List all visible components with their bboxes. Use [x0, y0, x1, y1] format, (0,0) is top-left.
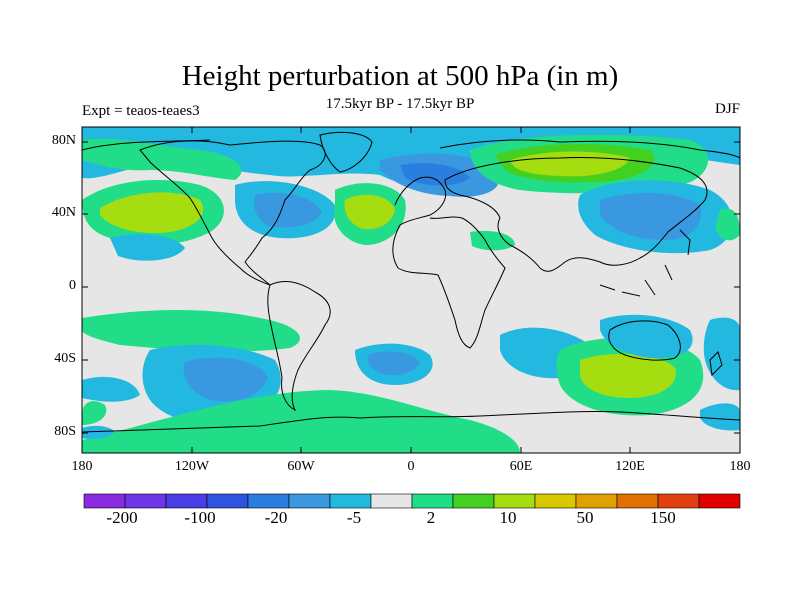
colorbar-swatch-7 [329, 493, 372, 509]
colorbar-label-8: 150 [650, 508, 676, 527]
colorbar-swatch-15 [657, 493, 700, 509]
colorbar-swatch-14 [616, 493, 659, 509]
contour-blue-east-edge [703, 317, 740, 391]
x-label-60w: 60W [287, 459, 315, 474]
plot-subtitle: 17.5kyr BP - 17.5kyr BP [325, 96, 475, 112]
colorbar-swatch-8 [370, 493, 413, 509]
coastlines [82, 131, 740, 433]
coast-islands [599, 229, 691, 297]
coast-antarctica [82, 410, 740, 433]
y-label-40n: 40N [51, 205, 76, 220]
contour-green-north-pacific [82, 138, 242, 180]
colorbar-swatch-10 [452, 493, 495, 509]
colorbar-swatch-11 [493, 493, 536, 509]
colorbar-label-6: 10 [499, 508, 517, 527]
colorbar-swatch-1 [83, 493, 126, 509]
colorbar-label-3: -20 [264, 508, 288, 527]
y-label-0: 0 [69, 278, 76, 293]
x-tick-marks [81, 127, 741, 453]
contour-blue-atlantic-core [400, 163, 470, 186]
contour-green-west-edge [82, 401, 107, 425]
x-label-120e: 120E [615, 459, 645, 474]
colorbar-swatch-6 [288, 493, 331, 509]
coast-new-zealand [709, 351, 723, 377]
contour-blue-southwest [82, 425, 115, 440]
coast-north-america [139, 140, 326, 286]
colorbar-swatch-13 [575, 493, 618, 509]
season-label: DJF [714, 101, 740, 117]
contour-yellow-atlantic [344, 194, 395, 230]
colorbar-label-4: -5 [346, 508, 362, 527]
experiment-label: Expt = teaos-teaes3 [82, 103, 200, 119]
y-label-80s: 80S [54, 424, 76, 439]
colorbar-label-1: -200 [106, 508, 138, 527]
x-label-180-left: 180 [71, 459, 93, 474]
coast-south-america [267, 281, 331, 412]
colorbar-label-2: -100 [184, 508, 216, 527]
contour-blue-west-edge [82, 376, 140, 402]
coast-asia [444, 156, 708, 272]
colorbar-swatch-2 [124, 493, 167, 509]
colorbar [83, 493, 741, 509]
contour-yellow-indian [580, 353, 676, 398]
coast-europe-africa [392, 176, 506, 349]
y-tick-marks [82, 141, 740, 434]
x-label-180-right: 180 [729, 459, 751, 474]
y-label-80n: 80N [51, 133, 76, 148]
contour-green-east [715, 208, 740, 241]
contour-green-south-pacific [82, 310, 300, 352]
colorbar-swatch-16 [698, 493, 741, 509]
x-label-60e: 60E [509, 459, 533, 474]
coast-greenland [319, 131, 373, 173]
contour-blue-namerica-core [253, 192, 322, 228]
contour-blue-southeast [700, 403, 740, 431]
x-label-0: 0 [407, 459, 415, 474]
colorbar-swatch-4 [206, 493, 249, 509]
colorbar-swatch-9 [411, 493, 454, 509]
contour-yellow-pacific [100, 192, 204, 234]
colorbar-label-7: 50 [576, 508, 594, 527]
colorbar-swatch-3 [165, 493, 208, 509]
colorbar-swatch-5 [247, 493, 290, 509]
plot-title: Height perturbation at 500 hPa (in m) [181, 60, 619, 92]
colorbar-swatch-12 [534, 493, 577, 509]
contour-field [82, 127, 740, 453]
coast-arctic [82, 139, 740, 159]
coast-australia [608, 320, 681, 361]
contour-blue-asia-core [600, 193, 701, 240]
contour-blue-subtropics [110, 234, 185, 261]
contour-blue-south-pacific-core [183, 357, 268, 402]
contour-green-antarctic [82, 390, 520, 453]
colorbar-label-5: 2 [426, 508, 436, 527]
x-label-120w: 120W [174, 459, 210, 474]
contour-blue-south-atlantic-core [367, 351, 420, 376]
y-label-40s: 40S [54, 351, 76, 366]
